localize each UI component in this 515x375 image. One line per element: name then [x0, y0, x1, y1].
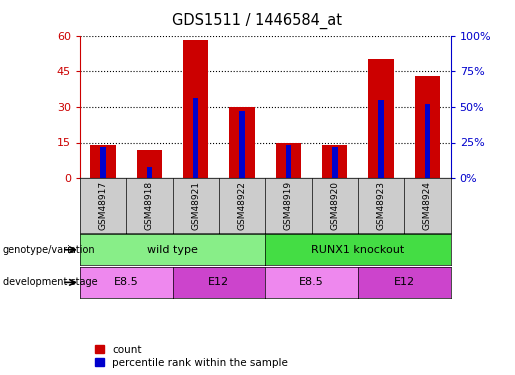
Text: GSM48921: GSM48921 — [191, 181, 200, 230]
Bar — [276, 142, 301, 178]
Bar — [322, 145, 348, 178]
Bar — [229, 107, 255, 178]
Text: GSM48918: GSM48918 — [145, 181, 154, 230]
Bar — [286, 146, 291, 178]
Bar — [368, 59, 394, 178]
Bar — [193, 98, 198, 178]
Text: development stage: development stage — [3, 278, 97, 287]
Text: E8.5: E8.5 — [299, 278, 324, 287]
Text: GDS1511 / 1446584_at: GDS1511 / 1446584_at — [173, 13, 342, 29]
Text: wild type: wild type — [147, 245, 198, 255]
Legend: count, percentile rank within the sample: count, percentile rank within the sample — [95, 345, 288, 368]
Bar — [332, 147, 337, 178]
Bar — [136, 150, 162, 178]
Text: E8.5: E8.5 — [114, 278, 139, 287]
Bar — [425, 104, 430, 178]
Text: GSM48917: GSM48917 — [98, 181, 108, 230]
Bar — [183, 40, 209, 178]
Text: RUNX1 knockout: RUNX1 knockout — [311, 245, 405, 255]
Bar — [100, 147, 106, 178]
Text: GSM48923: GSM48923 — [376, 181, 386, 230]
Bar — [239, 111, 245, 178]
Bar — [415, 76, 440, 178]
Text: GSM48922: GSM48922 — [237, 181, 247, 230]
Text: GSM48919: GSM48919 — [284, 181, 293, 230]
Text: GSM48920: GSM48920 — [330, 181, 339, 230]
Bar — [90, 145, 116, 178]
Text: genotype/variation: genotype/variation — [3, 245, 95, 255]
Text: E12: E12 — [208, 278, 230, 287]
Text: GSM48924: GSM48924 — [423, 181, 432, 230]
Bar — [147, 167, 152, 178]
Bar — [379, 100, 384, 178]
Text: E12: E12 — [393, 278, 415, 287]
